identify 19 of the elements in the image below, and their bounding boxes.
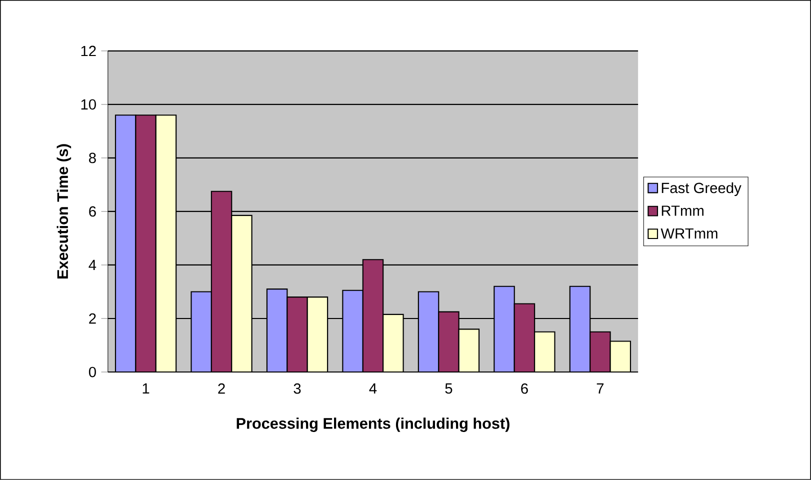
y-axis-title: Execution Time (s) bbox=[56, 144, 72, 278]
x-axis-title: Processing Elements (including host) bbox=[236, 418, 510, 432]
y-tick-label: 2 bbox=[89, 313, 96, 324]
x-tick-label: 6 bbox=[521, 383, 528, 394]
x-tick-label: 3 bbox=[294, 383, 301, 394]
x-tick-label: 1 bbox=[142, 383, 150, 394]
y-tick-label: 4 bbox=[88, 260, 96, 270]
legend-label: RTmm bbox=[662, 206, 704, 216]
legend-label: Fast Greedy bbox=[662, 182, 742, 196]
y-tick-label: 0 bbox=[88, 366, 96, 378]
y-tick-label: 12 bbox=[81, 46, 96, 56]
legend-label: WRTmm bbox=[660, 228, 718, 239]
x-tick-label: 2 bbox=[218, 383, 225, 394]
y-tick-label: 10 bbox=[81, 99, 96, 110]
x-tick-label: 4 bbox=[369, 383, 377, 394]
x-tick-label: 7 bbox=[596, 383, 604, 394]
y-tick-label: 8 bbox=[89, 152, 96, 164]
y-tick-label: 6 bbox=[89, 206, 96, 217]
x-tick-label: 5 bbox=[445, 383, 452, 394]
